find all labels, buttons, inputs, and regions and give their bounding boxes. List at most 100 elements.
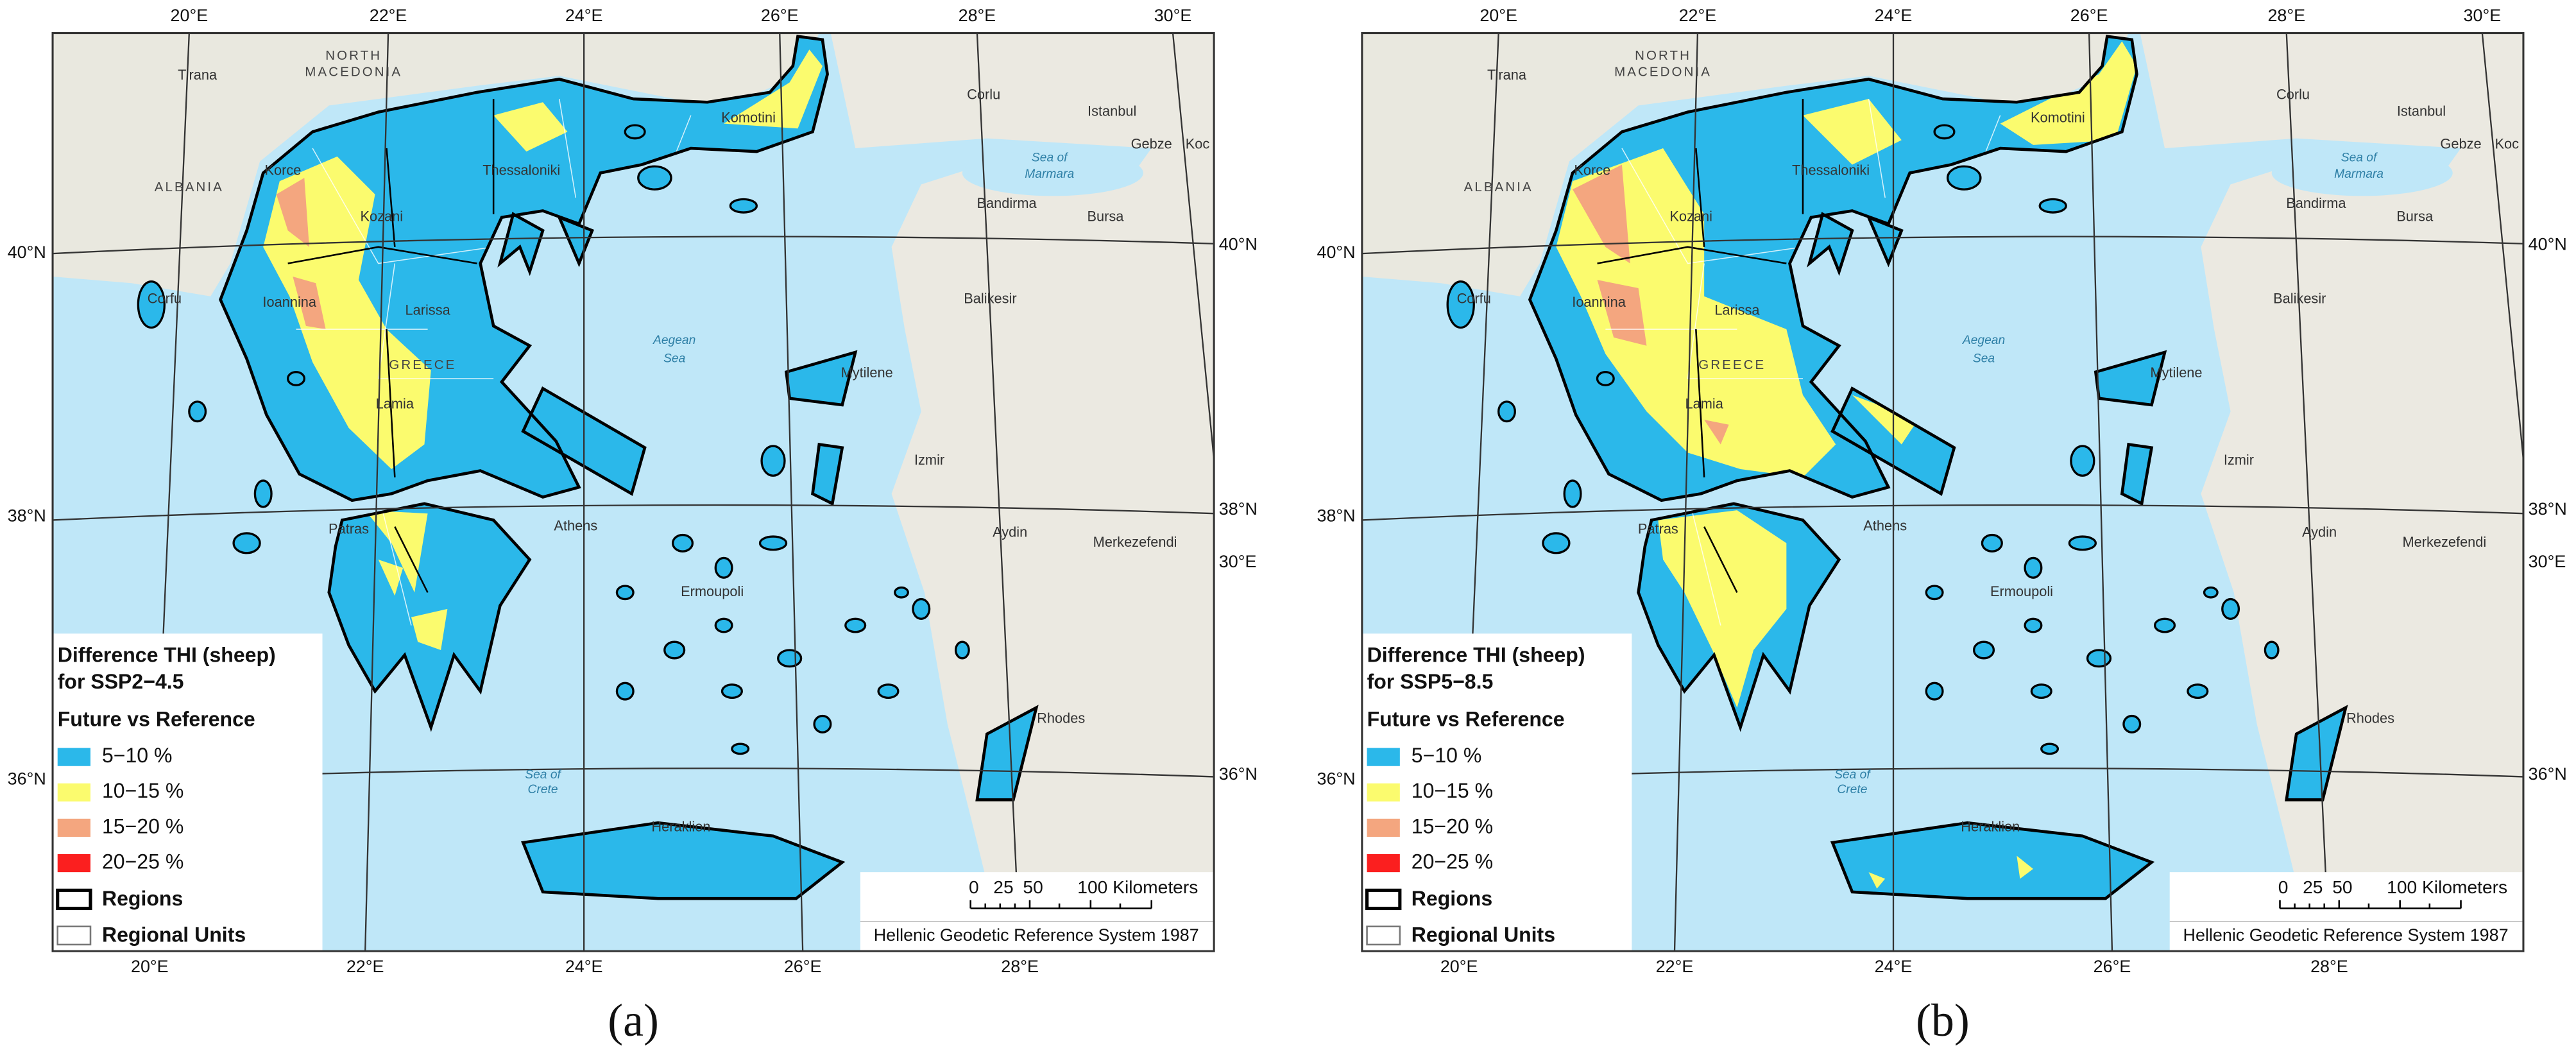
place-label: MACEDONIA (305, 65, 402, 80)
greece-land (523, 823, 842, 899)
place-label: Corlu (967, 87, 1000, 103)
land-turkey (830, 33, 1215, 952)
patch-10-15 (365, 510, 428, 593)
greece-outline (497, 212, 545, 277)
island (731, 742, 750, 755)
place-label: Merkezefendi (1093, 534, 1177, 550)
legend-swatch (1367, 818, 1400, 837)
island (877, 683, 900, 699)
bottom-label: 26°E (2094, 957, 2131, 976)
meridian (1172, 33, 1215, 468)
island (1497, 400, 1516, 423)
left-label: 38°N (1317, 506, 1355, 525)
scale-box (2169, 872, 2523, 952)
island (777, 649, 803, 668)
place-label: Athens (1863, 517, 1907, 533)
greece-outline (1807, 212, 1854, 277)
legend-title: Difference THI (sheep) (1367, 644, 1585, 667)
left-label: 40°N (8, 243, 46, 262)
top-label: 20°E (1480, 6, 1517, 25)
legend-regions: Regions (102, 887, 183, 910)
legend-label: 5−10 % (102, 744, 173, 767)
region-borders (1597, 99, 1804, 593)
place-label: Mytilene (841, 365, 893, 381)
place-label: Balikesir (964, 291, 1016, 307)
island (671, 533, 694, 553)
meridian (976, 33, 1021, 952)
meridian (779, 33, 804, 952)
map-panel: Tirana NORTH MACEDONIA ALBANIA Korce Kozani Th… (1317, 6, 2566, 1046)
bottom-label: 20°E (1440, 957, 1478, 976)
place-label: Ioannina (262, 294, 316, 310)
legend-box (1361, 633, 1632, 952)
island (2030, 683, 2052, 699)
meridian (2481, 33, 2523, 468)
meridian (2285, 33, 2330, 952)
patch-15-20 (276, 178, 310, 247)
island (137, 280, 166, 329)
parallel (1361, 236, 2523, 255)
greece-land (786, 352, 856, 405)
place-label: Korce (1574, 162, 1610, 178)
greece-outline (219, 35, 829, 502)
legend-title: for SSP2−4.5 (58, 670, 184, 693)
right-label: 40°N (2529, 234, 2567, 253)
legend-swatch (57, 748, 91, 766)
top-label: 26°E (2070, 6, 2108, 25)
place-label: Rhodes (2346, 710, 2394, 726)
place-label: Aegean (1962, 334, 2005, 347)
parallel (1361, 504, 2523, 521)
place-label: Ermoupoli (681, 583, 744, 599)
place-label: Izmir (914, 452, 944, 468)
greece-outline (2120, 442, 2154, 506)
place-label: Istanbul (2397, 103, 2446, 119)
place-label: NORTH (1635, 48, 1691, 63)
place-label: Aydin (993, 524, 1027, 540)
island (2024, 617, 2043, 633)
island (714, 617, 733, 633)
unit-borders (296, 98, 692, 626)
legend-units: Regional Units (1412, 923, 1555, 947)
place-label: NORTH (325, 48, 382, 63)
scale-unit: 100 Kilometers (2387, 877, 2507, 897)
place-label: Ioannina (1572, 294, 1626, 310)
patch-10-15 (1868, 872, 1886, 889)
patch-10-15 (724, 49, 823, 129)
island (760, 445, 786, 477)
place-label: Kozani (1669, 208, 1712, 224)
legend-regions-swatch (56, 888, 92, 911)
patch-10-15 (493, 102, 568, 152)
legend-title: for SSP5−8.5 (1367, 670, 1494, 693)
legend-label: 20−25 % (1412, 850, 1493, 873)
land-balkans (1361, 33, 2129, 296)
patch-15-20 (1573, 164, 1630, 264)
island (1972, 640, 1995, 660)
left-label: 36°N (1317, 769, 1355, 789)
place-label: Izmir (2224, 452, 2254, 468)
patch-15-20 (1704, 420, 1729, 445)
island (954, 640, 970, 660)
place-label: Bandirma (977, 195, 1037, 211)
top-label: 28°E (959, 6, 996, 25)
place-label: Thessaloniki (482, 162, 560, 178)
map: Tirana NORTH MACEDONIA ALBANIA Korce Kozani Th… (1361, 33, 2523, 952)
scale-label: 25 (2303, 877, 2323, 897)
scale-label: 25 (993, 877, 1013, 897)
place-label: Korce (265, 162, 302, 178)
region-borders (287, 99, 495, 593)
scale-bar (2279, 900, 2462, 909)
island (2153, 617, 2176, 633)
place-label: Tirana (178, 67, 218, 83)
patch-10-15 (2017, 855, 2033, 879)
bottom-label: 24°E (565, 957, 603, 976)
parallel (53, 504, 1215, 521)
unit-borders (1605, 98, 2001, 626)
island (1446, 280, 1475, 329)
scale-label: 0 (969, 877, 979, 897)
left-label: 40°N (1317, 243, 1355, 262)
place-label: Larissa (405, 302, 450, 318)
island (1596, 371, 1615, 386)
island (912, 597, 931, 620)
